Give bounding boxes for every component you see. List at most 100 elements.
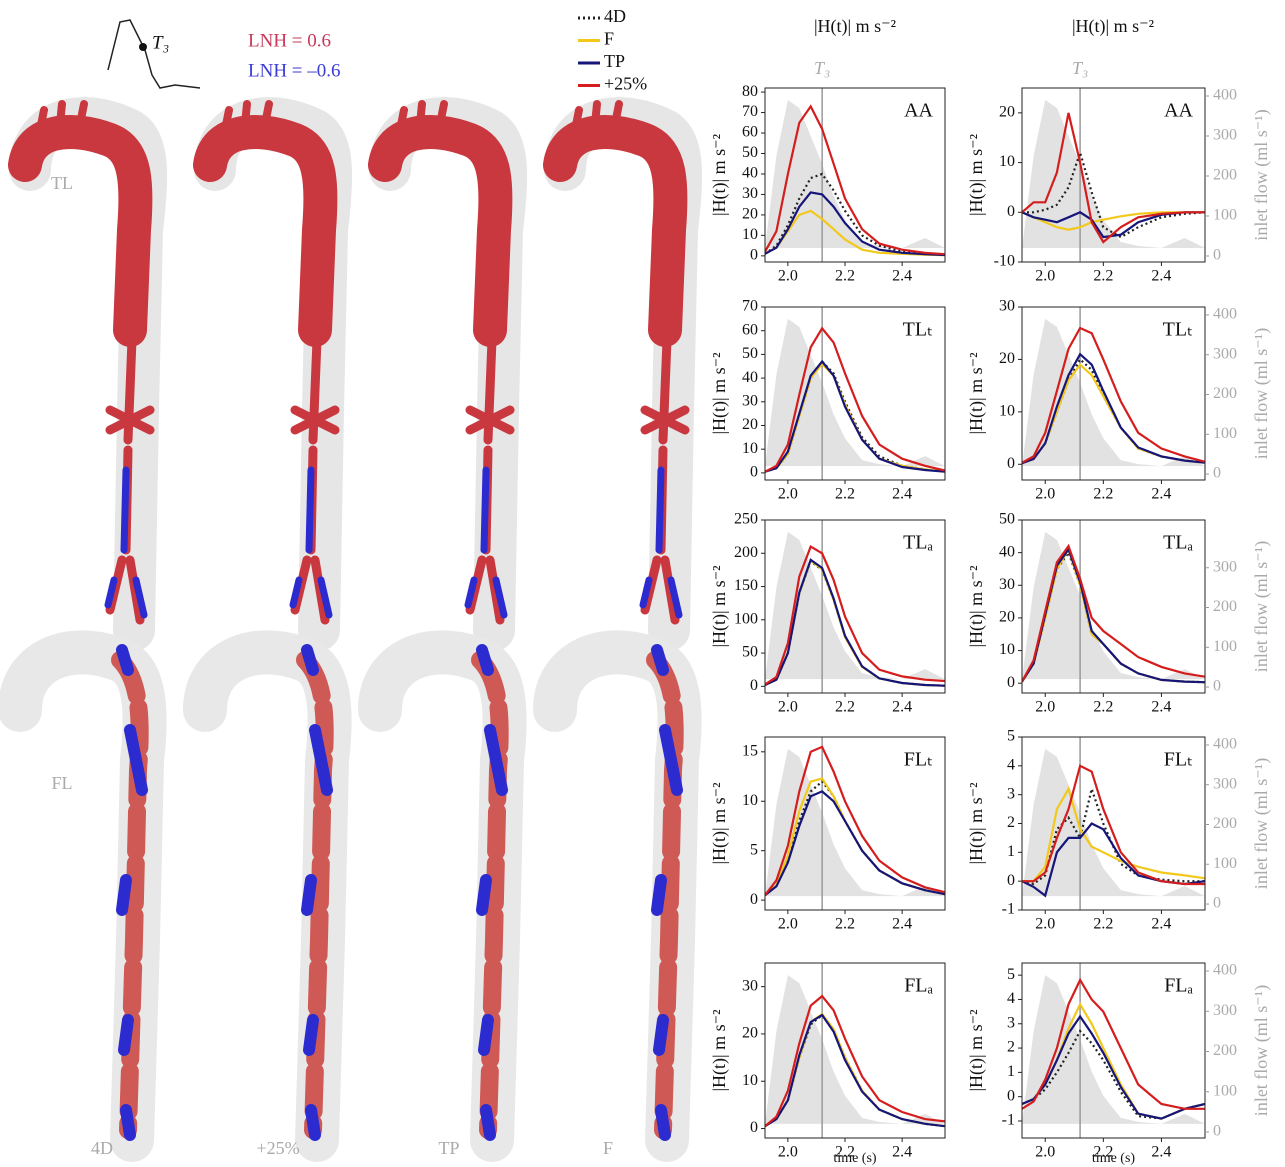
flow-area [765, 531, 945, 680]
y-tick-label: 3 [1007, 785, 1015, 802]
panel-label: TLₐ [903, 532, 933, 554]
y2-axis-label: inlet flow (ml s⁻¹) [1251, 328, 1272, 459]
annotation: T₃ [1072, 58, 1088, 78]
series-line [765, 359, 945, 473]
y-axis-label: |H(t)| m s⁻² [966, 565, 987, 647]
x-tick-label: 2.4 [892, 916, 912, 933]
flow-area [1022, 100, 1205, 248]
y2-tick-label: 0 [1213, 895, 1221, 912]
plot-frame [764, 962, 946, 1139]
y-tick-label: 0 [750, 1119, 758, 1136]
y-tick-label: 50 [742, 144, 758, 161]
panel-label: TLₐ [1163, 532, 1193, 554]
legend-label: F [604, 29, 614, 49]
y2-tick-label: 400 [1213, 87, 1237, 104]
x-tick-label: 2.0 [778, 1144, 798, 1161]
x-tick-label: 2.0 [778, 486, 798, 503]
y-tick-label: 10 [999, 403, 1015, 420]
y2-tick-label: 100 [1213, 855, 1237, 872]
plot-area [765, 88, 945, 262]
y-tick-label: 40 [742, 369, 758, 386]
y-tick-label: 0 [1007, 674, 1015, 691]
y-tick-label: 250 [734, 511, 758, 528]
series-line [1022, 764, 1205, 886]
y-tick-label: 10 [999, 641, 1015, 658]
x-tick-label: 2.4 [1151, 699, 1171, 716]
x-tick-label: 2.2 [1093, 699, 1113, 716]
y-tick-label: 40 [999, 543, 1015, 560]
x-tick-label: 2.4 [892, 268, 912, 285]
y-tick-label: 3 [1007, 1014, 1015, 1031]
y-axis-label: |H(t)| m s⁻² [709, 1009, 730, 1091]
series-line [765, 994, 945, 1128]
plot-frame [1021, 87, 1206, 263]
y-tick-label: 50 [999, 511, 1015, 528]
x-tick-label: 2.2 [835, 486, 855, 503]
x-tick-label: 2.0 [778, 916, 798, 933]
flow-area [765, 975, 945, 1124]
panel-label: TLₜ [1163, 319, 1193, 341]
y-tick-label: 30 [999, 576, 1015, 593]
y2-tick-label: 200 [1213, 815, 1237, 832]
y-tick-label: 80 [742, 83, 758, 100]
y2-tick-label: 100 [1213, 425, 1237, 442]
legend-label: 4D [604, 6, 626, 26]
series-line [1022, 543, 1205, 683]
y2-tick-label: 0 [1213, 247, 1221, 264]
y-tick-label: 2 [1007, 1039, 1015, 1056]
x-tick-label: 2.4 [1151, 916, 1171, 933]
y-tick-label: -1 [1002, 901, 1015, 918]
y-axis-label: |H(t)| m s⁻² [709, 565, 730, 647]
x-tick-label: 2.0 [1035, 916, 1055, 933]
y-axis-label: |H(t)| m s⁻² [966, 782, 987, 864]
plot-area [765, 307, 945, 480]
y-tick-label: 0 [1007, 1087, 1015, 1104]
y-tick-label: 30 [742, 977, 758, 994]
y-tick-label: 70 [742, 298, 758, 315]
y-tick-label: 4 [1007, 757, 1015, 774]
y2-tick-label: 400 [1213, 736, 1237, 753]
y-tick-label: 30 [999, 298, 1015, 315]
y2-tick-label: 100 [1213, 1082, 1237, 1099]
y-tick-label: 0 [750, 677, 758, 694]
y-tick-label: 20 [742, 206, 758, 223]
x-tick-label: 2.2 [1093, 916, 1113, 933]
y-tick-label: -10 [994, 253, 1015, 270]
y2-axis-label: inlet flow (ml s⁻¹) [1251, 541, 1272, 672]
series-line [765, 1013, 945, 1128]
y-tick-label: 2 [1007, 814, 1015, 831]
x-tick-label: 2.0 [1035, 699, 1055, 716]
series-line [1022, 326, 1205, 464]
plot-frame [764, 519, 946, 694]
y-tick-label: 0 [1007, 872, 1015, 889]
series-line [1022, 784, 1205, 886]
y2-tick-label: 300 [1213, 558, 1237, 575]
y-axis-label: |H(t)| m s⁻² [966, 352, 987, 434]
x-tick-label: 2.0 [1035, 486, 1055, 503]
y-tick-label: 20 [742, 416, 758, 433]
column-title: |H(t)| m s⁻² [814, 16, 896, 37]
y-tick-label: 0 [1007, 455, 1015, 472]
row-label: FL [51, 773, 72, 793]
series-line [1022, 352, 1205, 465]
y2-axis-label: inlet flow (ml s⁻¹) [1251, 109, 1272, 240]
y-tick-label: 10 [742, 792, 758, 809]
y-tick-label: 30 [742, 185, 758, 202]
y-tick-label: 0 [750, 247, 758, 264]
inset-waveform [107, 19, 201, 89]
inset-label: T₃ [152, 32, 169, 53]
series-line [765, 745, 945, 896]
y2-tick-label: 200 [1213, 1042, 1237, 1059]
y2-tick-label: 300 [1213, 345, 1237, 362]
y-tick-label: -1 [1002, 1112, 1015, 1129]
x-axis-label: time (s) [1092, 1151, 1135, 1166]
plot-area [765, 737, 945, 910]
lnh-negative: LNH = –0.6 [248, 60, 341, 81]
series-line [1022, 977, 1205, 1110]
panel-label: FLₐ [904, 975, 933, 997]
x-tick-label: 2.0 [778, 699, 798, 716]
panel-label: TLₜ [903, 319, 933, 341]
y-axis-label: |H(t)| m s⁻² [966, 1009, 987, 1091]
flow-area [1022, 531, 1205, 680]
x-tick-label: 2.2 [835, 1144, 855, 1161]
